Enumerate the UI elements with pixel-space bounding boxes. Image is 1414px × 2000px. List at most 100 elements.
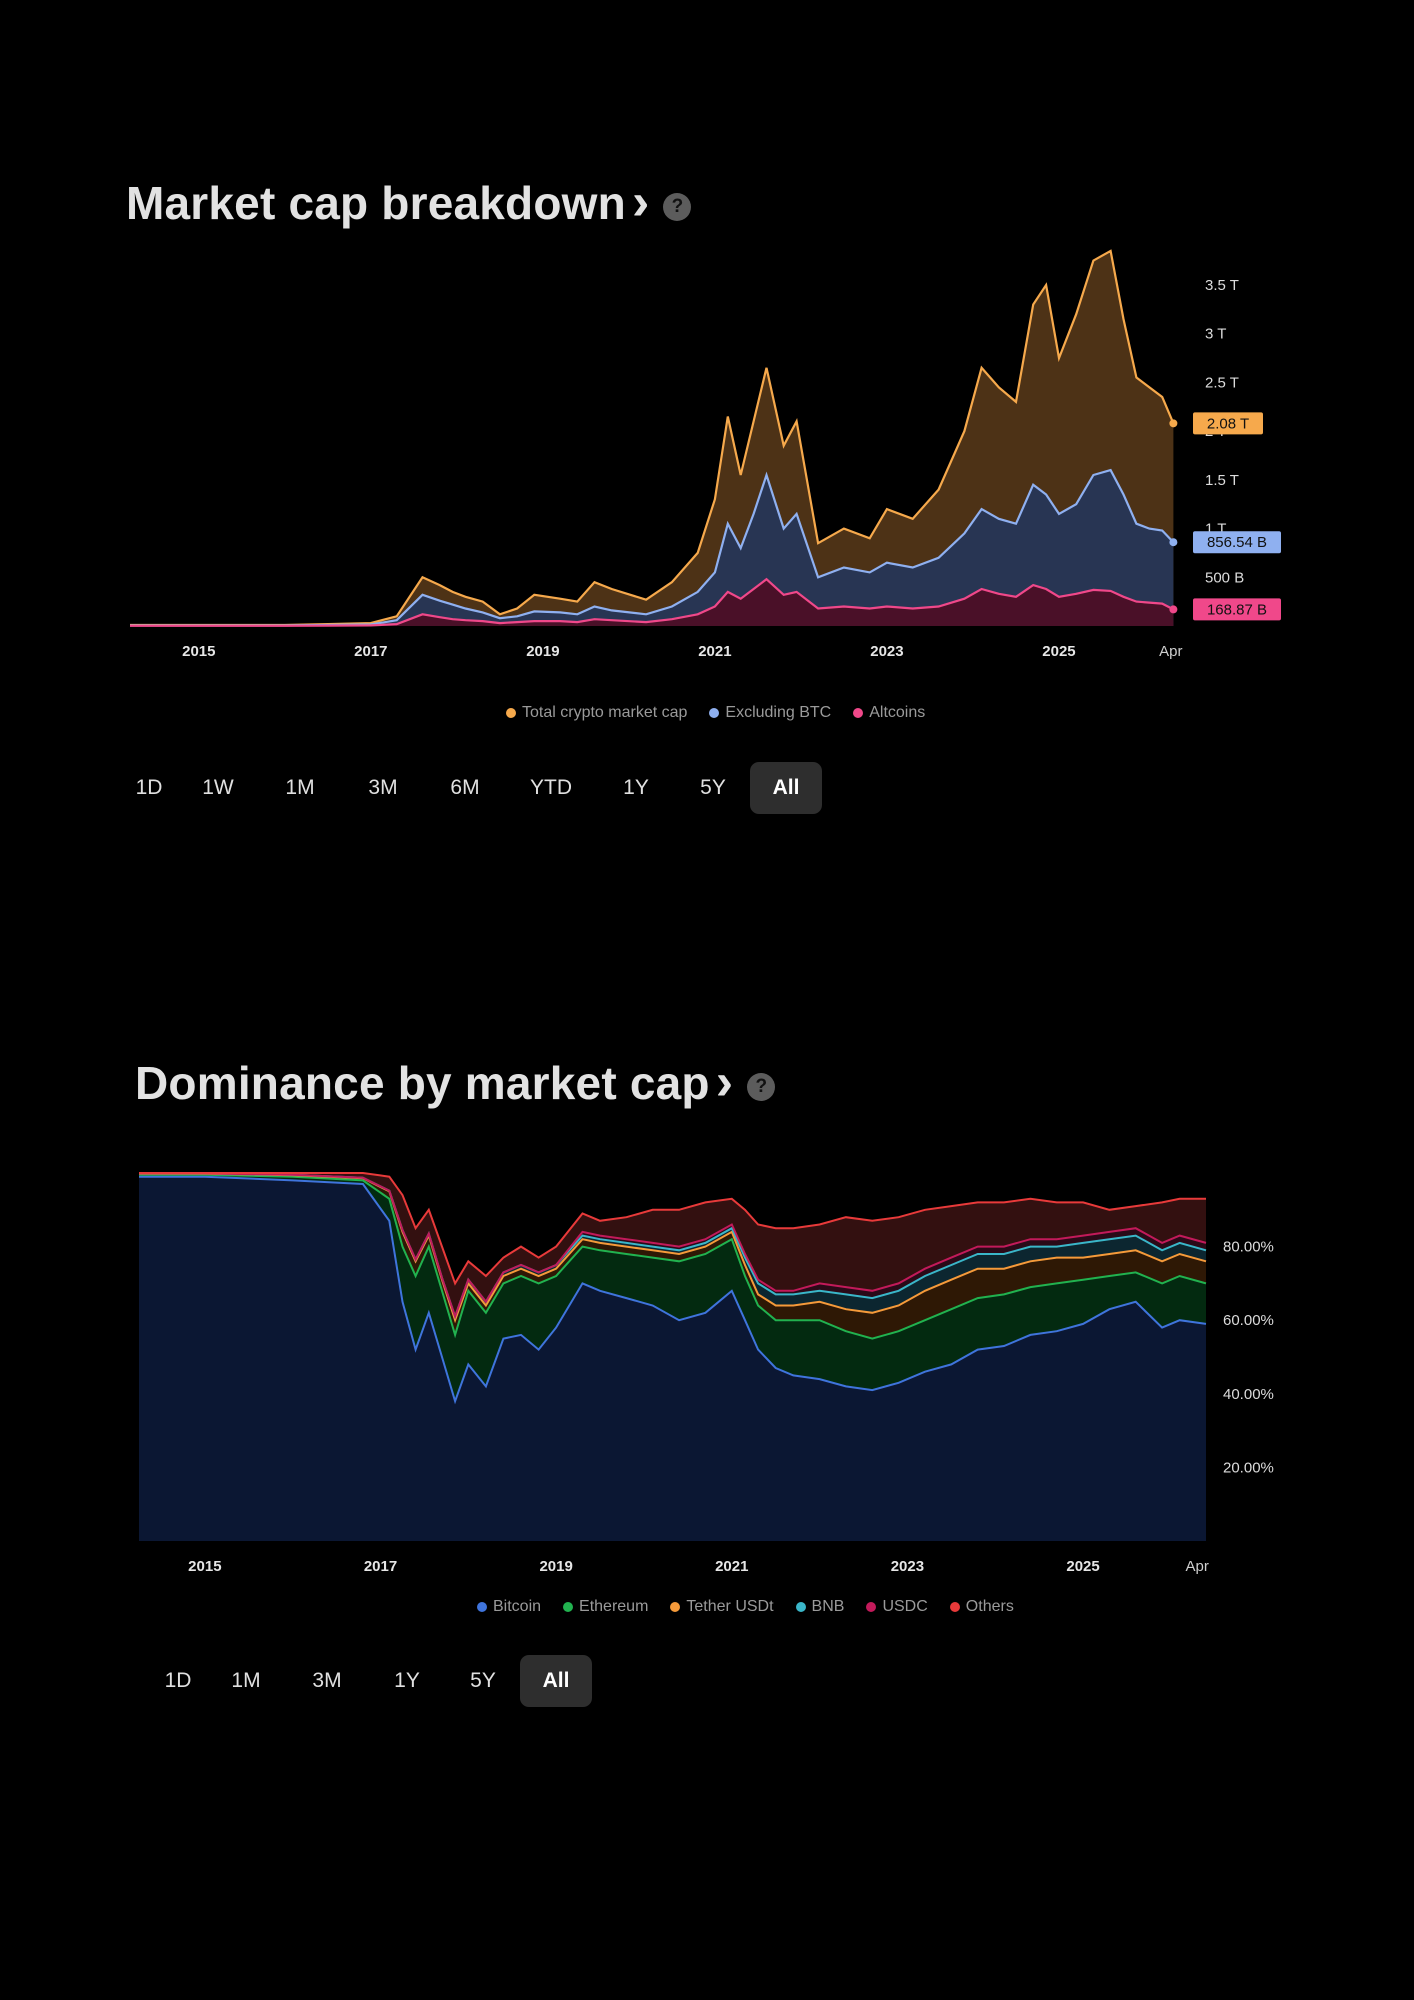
legend-dot-icon [795,1602,806,1612]
legend-label: BNB [811,1598,845,1615]
legend-label: Others [965,1598,1014,1615]
dominance-title-row: Dominance by market cap › ? [135,1052,776,1112]
range-button-all[interactable]: All [750,762,822,814]
y-tick-label: 80.00% [1223,1239,1274,1256]
range-button-1y[interactable]: 1Y [623,776,649,799]
legend-dot-icon [866,1602,877,1612]
range-button-ytd[interactable]: YTD [530,776,572,799]
x-tick-label: 2017 [354,643,387,660]
range-button-3m[interactable]: 3M [312,1669,342,1692]
legend-dot-icon [670,1602,681,1612]
dominance-band-tether-usdt [139,1173,1206,1339]
market-cap-range-selector: 1D 1W 1M 3M 6M YTD 1Y 5Y All [120,762,822,814]
series-line-total-crypto-market-cap[interactable] [130,249,1175,627]
range-button-1m[interactable]: 1M [231,1669,261,1692]
range-button-5y[interactable]: 5Y [700,776,726,799]
legend-item-altcoins[interactable]: Altcoins [853,704,925,722]
x-tick-label: 2023 [891,1558,924,1575]
legend-label: Altcoins [869,704,926,721]
legend-item-tether-usdt[interactable]: Tether USDt [670,1598,774,1616]
legend-label: Tether USDt [686,1598,774,1615]
legend-item-bnb[interactable]: BNB [795,1598,845,1616]
range-button-all[interactable]: All [520,1655,592,1707]
y-tick-label: 60.00% [1223,1312,1274,1329]
legend-item-total-crypto-market-cap[interactable]: Total crypto market cap [506,704,687,722]
legend-label: Ethereum [579,1598,649,1615]
legend-dot-icon [563,1602,574,1612]
y-tick-label: 2.5 T [1205,374,1239,391]
range-button-3m[interactable]: 3M [368,776,398,799]
range-button-1d[interactable]: 1D [164,1669,192,1692]
x-tick-label: 2015 [188,1558,221,1575]
dominance-title-text: Dominance by market cap [135,1057,710,1109]
y-tick-label: 500 B [1205,569,1244,586]
dominance-band-ethereum [139,1174,1206,1402]
help-icon[interactable]: ? [663,193,692,221]
dominance-title[interactable]: Dominance by market cap › [135,1052,733,1112]
legend-dot-icon [709,708,720,718]
x-tick-label: 2019 [539,1558,572,1575]
market-cap-chart[interactable]: 500 B1 T1.5 T2 T2.5 T3 T3.5 T20152017201… [0,240,1414,660]
x-tick-label: 2025 [1042,643,1075,660]
end-value-label-total-crypto-market-cap: 2.08 T [1193,412,1263,435]
y-tick-label: 3.5 T [1205,277,1239,294]
market-cap-title[interactable]: Market cap breakdown › [126,172,649,232]
x-tick-label: 2025 [1066,1558,1099,1575]
range-button-1y[interactable]: 1Y [394,1669,420,1692]
end-point-marker [1169,538,1178,547]
dominance-line-usdc[interactable] [139,1172,1207,1320]
dominance-line-ethereum[interactable] [139,1173,1207,1340]
end-value-text: 2.08 T [1207,415,1249,432]
dominance-chart[interactable]: 20.00% 40.00% 60.00% 80.00% 2015 2017 2019 2021… [0,1160,1414,1580]
legend-item-ethereum[interactable]: Ethereum [563,1598,648,1616]
dominance-band-bitcoin [139,1176,1206,1541]
series-area-altcoins [130,579,1174,626]
end-value-badge [1193,531,1281,554]
dominance-line-others[interactable] [139,1172,1206,1286]
legend-item-usdc[interactable]: USDC [866,1598,928,1616]
x-tick-label: Apr [1186,1558,1209,1575]
x-tick-label: 2019 [526,643,559,660]
legend-dot-icon [506,708,516,718]
end-value-text: 168.87 B [1207,601,1267,618]
legend-item-bitcoin[interactable]: Bitcoin [477,1598,541,1616]
y-tick-label: 40.00% [1223,1386,1274,1403]
series-area-total-crypto-market-cap [130,250,1174,626]
end-point-marker [1169,605,1178,614]
chevron-right-icon: › [631,173,650,231]
series-line-altcoins[interactable] [130,577,1174,627]
legend-dot-icon [853,708,864,718]
end-value-badge [1193,598,1281,621]
legend-item-others[interactable]: Others [949,1598,1014,1616]
y-tick-label: 20.00% [1223,1459,1274,1476]
x-tick-label: Apr [1159,643,1182,660]
x-tick-label: 2017 [364,1558,397,1575]
dominance-range-selector: 1D 1M 3M 1Y 5Y All [150,1655,592,1707]
end-point-marker [1169,419,1178,428]
market-cap-title-row: Market cap breakdown › ? [126,172,692,232]
series-line-excluding-btc[interactable] [130,468,1175,627]
help-icon[interactable]: ? [747,1073,776,1101]
series-area-excluding-btc [130,470,1174,626]
end-value-text: 856.54 B [1207,534,1267,551]
legend-label: Bitcoin [493,1598,542,1615]
legend-item-excluding-btc[interactable]: Excluding BTC [709,704,831,722]
dominance-line-bitcoin[interactable] [139,1175,1207,1405]
range-button-1w[interactable]: 1W [202,776,234,799]
range-button-1d[interactable]: 1D [135,776,163,799]
range-button-5y[interactable]: 5Y [470,1669,496,1692]
dominance-band-bnb [139,1173,1206,1321]
market-cap-legend: Total crypto market cap Excluding BTC Altc… [506,704,925,722]
x-tick-label: 2021 [715,1558,748,1575]
range-button-6m[interactable]: 6M [450,776,480,799]
x-tick-label: 2023 [870,643,903,660]
y-tick-label: 1.5 T [1205,472,1239,489]
legend-label: Excluding BTC [725,704,832,721]
y-tick-label: 3 T [1205,326,1226,343]
market-cap-title-text: Market cap breakdown [126,177,626,229]
legend-label: USDC [882,1598,928,1615]
end-value-label-excluding-btc: 856.54 B [1193,531,1281,554]
range-button-1m[interactable]: 1M [285,776,315,799]
chevron-right-icon: › [715,1053,734,1111]
dominance-legend: Bitcoin Ethereum Tether USDt BNB USDC Others [477,1598,1014,1616]
